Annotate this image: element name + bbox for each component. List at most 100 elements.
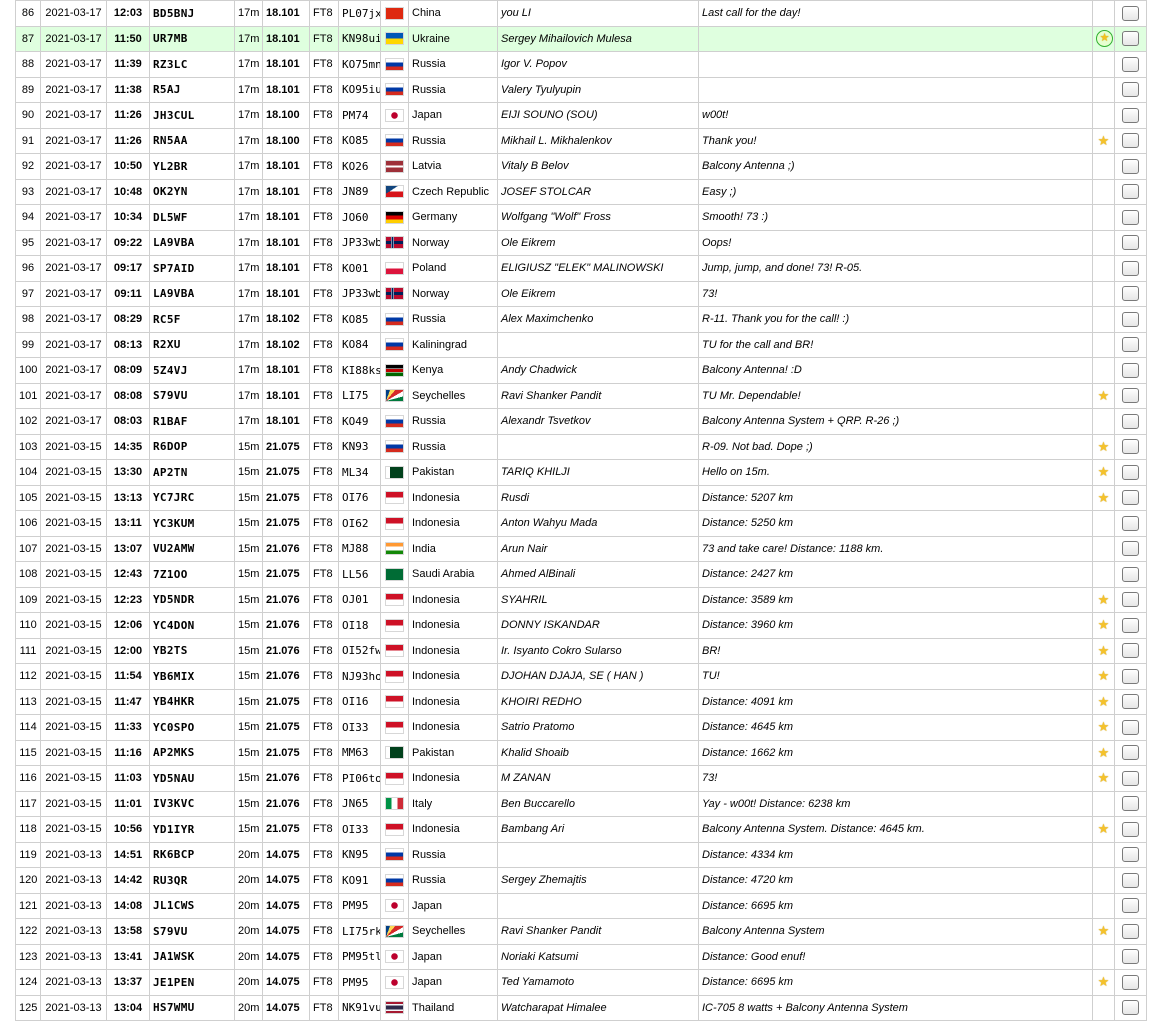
country: Kenya — [408, 357, 498, 384]
row-checkbox[interactable] — [1122, 5, 1139, 21]
select-cell — [1114, 561, 1147, 588]
flag-ru-icon — [385, 873, 404, 887]
mode: FT8 — [309, 229, 339, 256]
row-checkbox[interactable] — [1122, 107, 1139, 123]
flag-sc-icon — [385, 924, 404, 938]
qso-number: 94 — [15, 204, 41, 231]
qso-time: 12:03 — [106, 0, 150, 27]
row-checkbox[interactable] — [1122, 566, 1139, 582]
select-cell — [1114, 943, 1147, 970]
country: Indonesia — [408, 714, 498, 741]
mode: FT8 — [309, 612, 339, 639]
row-checkbox[interactable] — [1122, 668, 1139, 684]
grid-square: KN95 — [338, 841, 381, 868]
row-checkbox[interactable] — [1122, 923, 1139, 939]
row-checkbox[interactable] — [1122, 847, 1139, 863]
country: Indonesia — [408, 765, 498, 792]
operator-name: Sergey Zhemajtis — [497, 867, 699, 894]
row-checkbox[interactable] — [1122, 515, 1139, 531]
table-row: 111 2021-03-15 12:00 YB2TS 15m 21.076 FT8 OI52f… — [15, 637, 1147, 664]
qso-date: 2021-03-13 — [40, 943, 107, 970]
frequency: 21.075 — [262, 484, 310, 511]
grid-square: KO85 — [338, 306, 381, 333]
mode: FT8 — [309, 535, 339, 562]
qso-number: 107 — [15, 535, 41, 562]
row-checkbox[interactable] — [1122, 949, 1139, 965]
country: Russia — [408, 433, 498, 460]
callsign: RN5AA — [149, 127, 235, 154]
row-checkbox[interactable] — [1122, 872, 1139, 888]
row-checkbox[interactable] — [1122, 745, 1139, 761]
row-checkbox[interactable] — [1122, 1000, 1139, 1016]
frequency: 14.075 — [262, 841, 310, 868]
band: 20m — [234, 969, 263, 996]
flag-ru-icon — [385, 57, 404, 71]
flag-ru-icon — [385, 134, 404, 148]
confirmation-cell: ★ — [1092, 765, 1115, 792]
flag-jp-icon — [385, 108, 404, 122]
qso-number: 99 — [15, 331, 41, 358]
band: 17m — [234, 25, 263, 52]
flag-sc-icon — [385, 389, 404, 403]
row-checkbox[interactable] — [1122, 362, 1139, 378]
comment: R-09. Not bad. Dope ;) — [698, 433, 1093, 460]
row-checkbox[interactable] — [1122, 311, 1139, 327]
callsign: OK2YN — [149, 178, 235, 205]
row-checkbox[interactable] — [1122, 337, 1139, 353]
row-checkbox[interactable] — [1122, 260, 1139, 276]
row-checkbox[interactable] — [1122, 413, 1139, 429]
band: 20m — [234, 918, 263, 945]
grid-square: OI62 — [338, 510, 381, 537]
country-flag-icon — [380, 0, 409, 27]
table-row: 97 2021-03-17 09:11 LA9VBA 17m 18.101 FT8 JP33w… — [15, 280, 1147, 307]
row-checkbox[interactable] — [1122, 796, 1139, 812]
mode: FT8 — [309, 255, 339, 282]
row-checkbox[interactable] — [1122, 617, 1139, 633]
comment: Smooth! 73 :) — [698, 204, 1093, 231]
qso-date: 2021-03-15 — [40, 816, 107, 843]
row-checkbox[interactable] — [1122, 821, 1139, 837]
row-checkbox[interactable] — [1122, 974, 1139, 990]
country: Latvia — [408, 153, 498, 180]
row-checkbox[interactable] — [1122, 592, 1139, 608]
row-checkbox[interactable] — [1122, 133, 1139, 149]
callsign: RZ3LC — [149, 51, 235, 78]
row-checkbox[interactable] — [1122, 158, 1139, 174]
qso-time: 11:26 — [106, 102, 150, 129]
band: 20m — [234, 841, 263, 868]
row-checkbox[interactable] — [1122, 719, 1139, 735]
row-checkbox[interactable] — [1122, 464, 1139, 480]
row-checkbox[interactable] — [1122, 439, 1139, 455]
row-checkbox[interactable] — [1122, 490, 1139, 506]
select-cell — [1114, 255, 1147, 282]
country: Ukraine — [408, 25, 498, 52]
row-checkbox[interactable] — [1122, 56, 1139, 72]
row-checkbox[interactable] — [1122, 82, 1139, 98]
band: 17m — [234, 76, 263, 103]
qso-date: 2021-03-17 — [40, 127, 107, 154]
comment: 73 and take care! Distance: 1188 km. — [698, 535, 1093, 562]
mode: FT8 — [309, 943, 339, 970]
confirmation-cell — [1092, 280, 1115, 307]
row-checkbox[interactable] — [1122, 184, 1139, 200]
row-checkbox[interactable] — [1122, 388, 1139, 404]
row-checkbox[interactable] — [1122, 235, 1139, 251]
row-checkbox[interactable] — [1122, 643, 1139, 659]
country: Seychelles — [408, 918, 498, 945]
qso-time: 08:09 — [106, 357, 150, 384]
row-checkbox[interactable] — [1122, 541, 1139, 557]
confirmation-cell — [1092, 178, 1115, 205]
row-checkbox[interactable] — [1122, 31, 1139, 47]
row-checkbox[interactable] — [1122, 694, 1139, 710]
country: Russia — [408, 408, 498, 435]
callsign: RK6BCP — [149, 841, 235, 868]
table-row: 102 2021-03-17 08:03 R1BAF 17m 18.101 FT8 KO49 R… — [15, 408, 1147, 435]
qso-time: 13:07 — [106, 535, 150, 562]
qso-time: 11:01 — [106, 790, 150, 817]
row-checkbox[interactable] — [1122, 209, 1139, 225]
row-checkbox[interactable] — [1122, 770, 1139, 786]
comment: Balcony Antenna System. Distance: 4645 k… — [698, 816, 1093, 843]
row-checkbox[interactable] — [1122, 898, 1139, 914]
qso-time: 13:13 — [106, 484, 150, 511]
row-checkbox[interactable] — [1122, 286, 1139, 302]
